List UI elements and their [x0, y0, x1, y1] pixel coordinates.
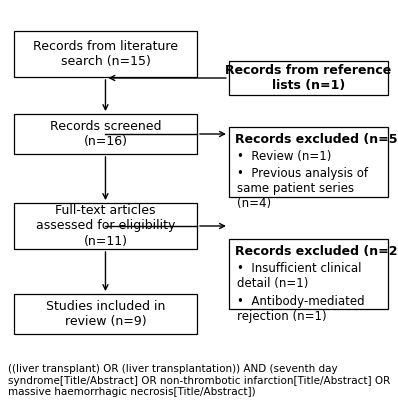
- Text: Records screened
(n=16): Records screened (n=16): [50, 120, 161, 148]
- Text: Records excluded (n=2):: Records excluded (n=2):: [235, 245, 398, 258]
- Text: Records from reference
lists (n=1): Records from reference lists (n=1): [225, 64, 392, 92]
- FancyBboxPatch shape: [229, 61, 388, 95]
- FancyBboxPatch shape: [229, 239, 388, 309]
- FancyBboxPatch shape: [14, 31, 197, 77]
- Text: •  Antibody-mediated
rejection (n=1): • Antibody-mediated rejection (n=1): [237, 295, 365, 323]
- Text: Full-text articles
assessed for eligibility
(n=11): Full-text articles assessed for eligibil…: [36, 204, 175, 248]
- Text: •  Insufficient clinical
detail (n=1): • Insufficient clinical detail (n=1): [237, 262, 361, 290]
- Text: Records from literature
search (n=15): Records from literature search (n=15): [33, 40, 178, 68]
- FancyBboxPatch shape: [14, 294, 197, 334]
- Text: ((liver transplant) OR (liver transplantation)) AND (seventh day
syndrome[Title/: ((liver transplant) OR (liver transplant…: [8, 364, 390, 397]
- Text: Studies included in
review (n=9): Studies included in review (n=9): [46, 300, 165, 328]
- Text: •  Review (n=1): • Review (n=1): [237, 150, 331, 163]
- FancyBboxPatch shape: [14, 114, 197, 154]
- FancyBboxPatch shape: [229, 127, 388, 197]
- FancyBboxPatch shape: [14, 203, 197, 249]
- Text: •  Previous analysis of
same patient series
(n=4): • Previous analysis of same patient seri…: [237, 167, 368, 210]
- Text: Records excluded (n=5):: Records excluded (n=5):: [235, 133, 398, 146]
